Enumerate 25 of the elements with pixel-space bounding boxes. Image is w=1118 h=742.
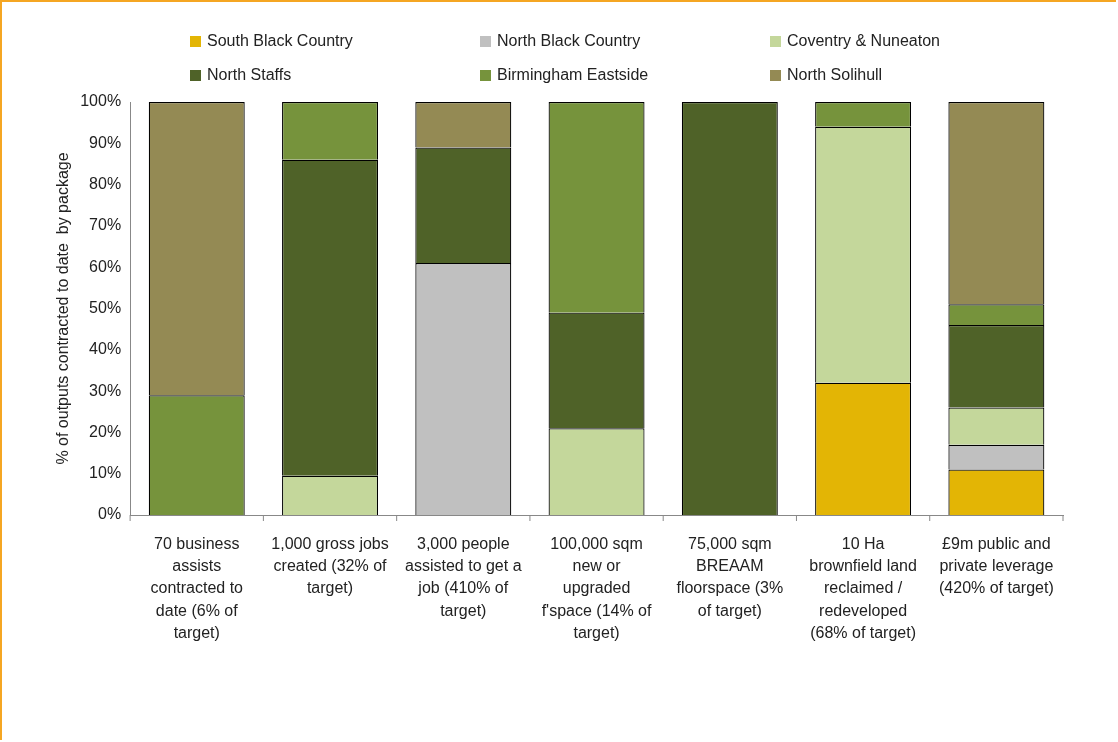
y-tick-label: 50%: [89, 298, 122, 316]
x-tick-label: 75,000 sqm BREAAM floorspace (3% of target): [676, 534, 784, 619]
x-tick-label: £9m public and private leverage (420% of target): [939, 534, 1054, 597]
x-tick-label: 1,000 gross jobs created (32% of target): [271, 534, 389, 597]
x-tick-label: 100,000 sqm new or upgraded f'space (14% of target): [541, 534, 653, 642]
y-tick-label: 10%: [89, 464, 122, 482]
legend-label: Birmingham Eastside: [497, 66, 649, 84]
legend-label: Coventry & Nuneaton: [787, 32, 940, 50]
y-tick-label: 80%: [89, 175, 122, 193]
x-tick-label: 70 business assists contracted to date (6% of target): [150, 534, 244, 642]
legend-label: North Staffs: [207, 66, 292, 84]
y-tick-label: 70%: [89, 216, 122, 234]
y-tick-label: 0%: [98, 505, 122, 523]
y-tick-label: 20%: [89, 422, 122, 440]
y-axis-title: % of outputs contracted to date by package: [54, 152, 72, 465]
x-tick-label: 10 Ha brownfield land reclaimed / redeveloped (68% of target): [809, 534, 917, 642]
y-tick-label: 100%: [80, 92, 122, 110]
y-tick-label: 30%: [89, 381, 122, 399]
y-tick-label: 90%: [89, 133, 122, 151]
legend-label: North Solihull: [787, 66, 883, 84]
legend-label: South Black Country: [207, 32, 353, 50]
legend-label: North Black Country: [497, 32, 641, 50]
y-tick-label: 60%: [89, 257, 122, 275]
y-tick-label: 40%: [89, 340, 122, 358]
x-tick-label: 3,000 people assisted to get a job (410% of target): [405, 534, 522, 619]
